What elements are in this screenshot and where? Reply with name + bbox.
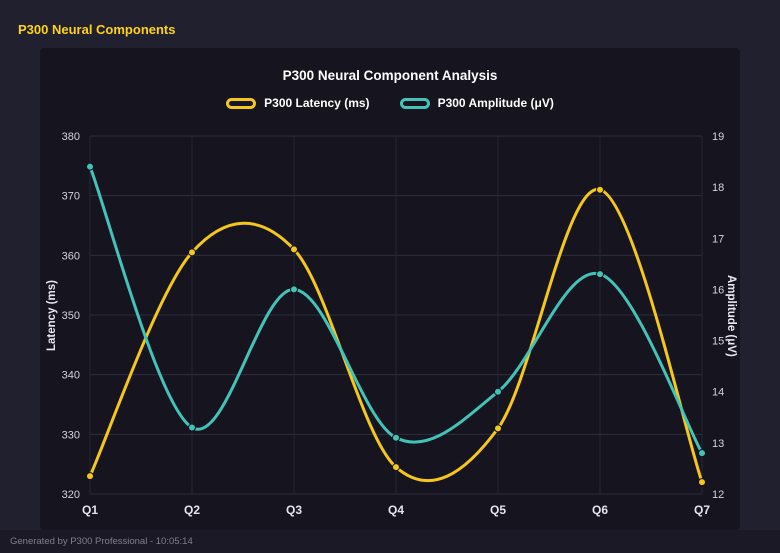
chart-panel: P300 Neural Component Analysis P300 Late…: [40, 48, 740, 530]
left-axis-tick: 360: [62, 250, 80, 262]
left-axis-tick: 320: [62, 489, 80, 501]
data-point-1: [698, 449, 706, 458]
data-point-1: [188, 423, 196, 432]
legend-label-latency: P300 Latency (ms): [264, 96, 370, 110]
data-point-0: [392, 463, 400, 472]
x-axis-tick: Q3: [286, 503, 302, 517]
data-point-0: [188, 248, 196, 257]
left-axis-tick: 330: [62, 429, 80, 441]
left-axis-tick: 370: [62, 191, 80, 203]
right-axis-tick: 13: [712, 438, 724, 450]
right-axis-tick: 12: [712, 489, 724, 501]
data-point-1: [290, 285, 298, 294]
latency-line-icon: [226, 97, 257, 109]
legend-item-amplitude[interactable]: P300 Amplitude (μV): [399, 96, 554, 110]
x-axis-tick: Q5: [490, 503, 506, 517]
x-axis-tick: Q2: [184, 503, 200, 517]
right-axis-tick: 15: [712, 336, 724, 348]
data-point-0: [494, 424, 502, 433]
chart-title: P300 Neural Component Analysis: [282, 68, 498, 83]
data-point-1: [392, 433, 400, 442]
data-point-0: [86, 472, 94, 481]
right-axis-tick: 16: [712, 284, 724, 296]
data-point-0: [596, 185, 604, 194]
chart-legend: P300 Latency (ms) P300 Amplitude (μV): [40, 96, 740, 110]
legend-item-latency[interactable]: P300 Latency (ms): [226, 96, 370, 110]
amplitude-line-icon: [399, 97, 430, 109]
line-chart: 320 330 340 350 360 370 380 12 13 14 15 16 17 18 19 Q1 Q…: [40, 128, 740, 524]
right-axis-tick: 14: [712, 387, 724, 399]
left-axis-tick: 340: [62, 370, 80, 382]
data-point-1: [596, 270, 604, 279]
data-point-1: [86, 162, 94, 171]
right-axis-tick: 19: [712, 131, 724, 143]
left-axis-tick: 380: [62, 131, 80, 143]
page-title: P300 Neural Components: [18, 22, 176, 37]
footer-bar: Generated by P300 Professional - 10:05:1…: [0, 530, 780, 553]
footer-text: Generated by P300 Professional - 10:05:1…: [10, 536, 193, 547]
right-axis-tick: 17: [712, 233, 724, 245]
data-point-1: [494, 387, 502, 396]
legend-label-amplitude: P300 Amplitude (μV): [437, 96, 554, 110]
x-axis-tick: Q1: [82, 503, 98, 517]
data-point-0: [698, 478, 706, 487]
right-axis-title: Amplitude (μV): [725, 275, 737, 357]
left-axis-tick: 350: [62, 310, 80, 322]
x-axis-tick: Q6: [592, 503, 608, 517]
data-point-0: [290, 245, 298, 254]
x-axis-tick: Q4: [388, 503, 404, 517]
line-chart-svg: 320 330 340 350 360 370 380 12 13 14 15 16 17 18 19 Q1 Q…: [62, 131, 725, 517]
x-axis-tick: Q7: [694, 503, 710, 517]
right-axis-tick: 18: [712, 182, 724, 194]
